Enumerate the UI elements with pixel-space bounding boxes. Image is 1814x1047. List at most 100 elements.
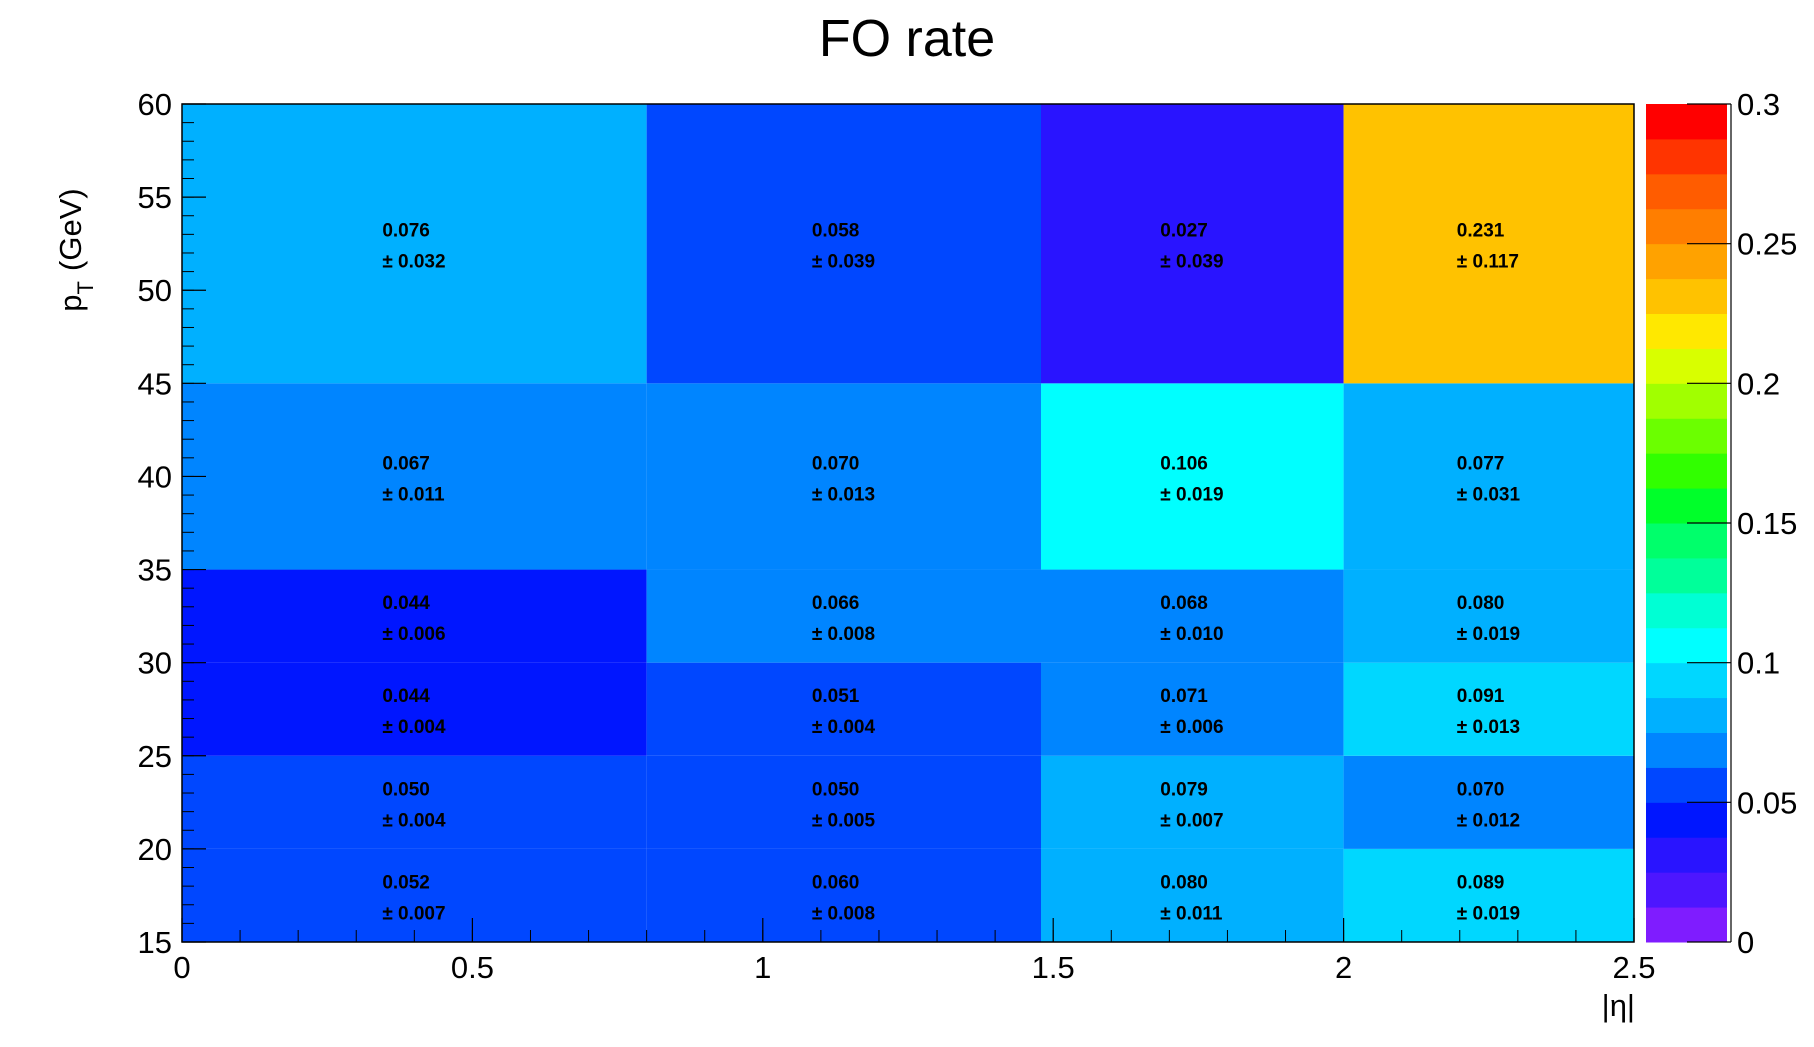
z-tick-label: 0 <box>1737 925 1754 960</box>
cell-error-label: ± 0.019 <box>1457 903 1520 924</box>
color-scale-swatch <box>1646 872 1727 908</box>
heatmap-cell <box>182 848 647 942</box>
heatmap-cells <box>182 104 1634 942</box>
cell-error-label: ± 0.117 <box>1457 252 1519 273</box>
color-scale-swatch <box>1646 907 1727 943</box>
cell-value-label: 0.077 <box>1457 453 1505 474</box>
color-scale-swatch <box>1646 418 1727 454</box>
color-scale-swatch <box>1646 732 1727 768</box>
chart-title: FO rate <box>819 10 995 68</box>
cell-value-label: 0.052 <box>382 872 430 893</box>
color-scale-swatch <box>1646 627 1727 664</box>
y-axis-label-unit: (GeV) <box>53 188 88 271</box>
heatmap-cell <box>1343 662 1634 756</box>
z-tick-label: 0.05 <box>1737 785 1797 820</box>
cell-error-label: ± 0.013 <box>812 484 875 505</box>
x-tick-label: 1.5 <box>1032 950 1075 985</box>
color-scale-swatch <box>1646 802 1727 838</box>
heatmap-cell <box>1343 104 1634 384</box>
cell-value-label: 0.080 <box>1457 593 1505 614</box>
cell-error-label: ± 0.006 <box>382 624 445 645</box>
cell-value-label: 0.044 <box>382 686 430 707</box>
color-scale-swatch <box>1646 383 1727 419</box>
heatmap-cell <box>646 662 1042 756</box>
cell-error-label: ± 0.007 <box>382 903 445 924</box>
cell-error-label: ± 0.004 <box>382 810 446 831</box>
plot-frame <box>181 103 1635 943</box>
x-tick-label: 2.5 <box>1612 950 1655 985</box>
cell-value-label: 0.089 <box>1457 872 1505 893</box>
z-tick-label: 0.3 <box>1737 87 1780 122</box>
cell-error-label: ± 0.010 <box>1160 624 1223 645</box>
heatmap-cell <box>646 569 1042 663</box>
heatmap-cell <box>646 848 1042 942</box>
heatmap-cell <box>1041 569 1344 663</box>
cell-error-label: ± 0.007 <box>1160 810 1223 831</box>
z-tick-label: 0.25 <box>1737 227 1797 262</box>
x-tick-label: 0.5 <box>451 950 494 985</box>
color-scale-swatch <box>1646 208 1727 245</box>
cell-error-label: ± 0.006 <box>1160 717 1223 738</box>
cell-error-label: ± 0.019 <box>1457 624 1520 645</box>
color-scale-swatch <box>1646 592 1727 629</box>
color-scale-swatch <box>1646 767 1727 803</box>
cell-value-label: 0.044 <box>382 593 430 614</box>
cell-error-label: ± 0.004 <box>382 717 446 738</box>
heatmap-cell <box>1343 569 1634 663</box>
heatmap-cell <box>646 383 1042 570</box>
color-scale-swatch <box>1646 104 1727 140</box>
cell-error-label: ± 0.012 <box>1457 810 1520 831</box>
heatmap-cell <box>182 662 647 756</box>
cell-value-label: 0.027 <box>1160 221 1208 242</box>
y-axis-label-subscript: T <box>73 281 98 294</box>
cell-error-label: ± 0.005 <box>812 810 876 831</box>
color-scale-swatch <box>1646 453 1727 489</box>
cell-error-label: ± 0.013 <box>1457 717 1520 738</box>
cell-value-label: 0.071 <box>1160 686 1208 707</box>
z-tick-label: 0.2 <box>1737 366 1780 401</box>
y-tick-label: 35 <box>138 553 172 588</box>
cell-error-label: ± 0.032 <box>382 252 445 273</box>
cell-value-label: 0.067 <box>382 453 430 474</box>
color-scale-swatch <box>1646 138 1727 175</box>
y-tick-label: 50 <box>138 273 172 308</box>
heatmap-cell <box>182 104 647 384</box>
heatmap-cell <box>1041 383 1344 570</box>
cell-value-label: 0.058 <box>812 221 860 242</box>
heatmap-cell <box>646 755 1042 849</box>
cell-error-label: ± 0.031 <box>1457 484 1521 505</box>
cell-error-label: ± 0.004 <box>812 717 876 738</box>
y-axis-label-main: p <box>53 294 88 311</box>
y-tick-label: 45 <box>138 366 172 401</box>
z-tick-label: 0.1 <box>1737 646 1780 681</box>
x-axis: 0 0.5 1 1.5 2 2.5 <box>173 918 1656 985</box>
cell-value-label: 0.106 <box>1160 453 1208 474</box>
cell-value-label: 0.079 <box>1160 779 1208 800</box>
heatmap-cell <box>646 104 1042 384</box>
color-scale-swatch <box>1646 662 1727 699</box>
cell-error-label: ± 0.008 <box>812 903 875 924</box>
color-scale-swatch <box>1646 278 1727 314</box>
heatmap-cell <box>1343 848 1634 942</box>
color-scale-swatch <box>1646 313 1727 349</box>
plot-border <box>181 103 1635 943</box>
color-scale-swatch <box>1646 348 1727 384</box>
cell-value-label: 0.091 <box>1457 686 1505 707</box>
y-tick-label: 40 <box>138 459 172 494</box>
cell-value-label: 0.051 <box>812 686 860 707</box>
heatmap-cell <box>1041 104 1344 384</box>
color-scale-swatch <box>1646 488 1727 524</box>
x-tick-label: 0 <box>173 950 190 985</box>
cell-value-label: 0.080 <box>1160 872 1208 893</box>
cell-value-label: 0.070 <box>1457 779 1505 800</box>
y-tick-label: 25 <box>138 739 172 774</box>
color-scale-swatch <box>1646 697 1727 733</box>
color-scale-swatch <box>1646 243 1727 280</box>
heatmap-cell <box>182 569 647 663</box>
color-scale <box>1646 104 1732 943</box>
cell-value-labels: 0.052 ± 0.007 0.060 ± 0.008 0.080 ± 0.011 0.08… <box>382 221 1520 925</box>
cell-error-label: ± 0.011 <box>1160 903 1223 924</box>
cell-value-label: 0.231 <box>1457 221 1505 242</box>
heatmap-cell <box>182 755 647 849</box>
